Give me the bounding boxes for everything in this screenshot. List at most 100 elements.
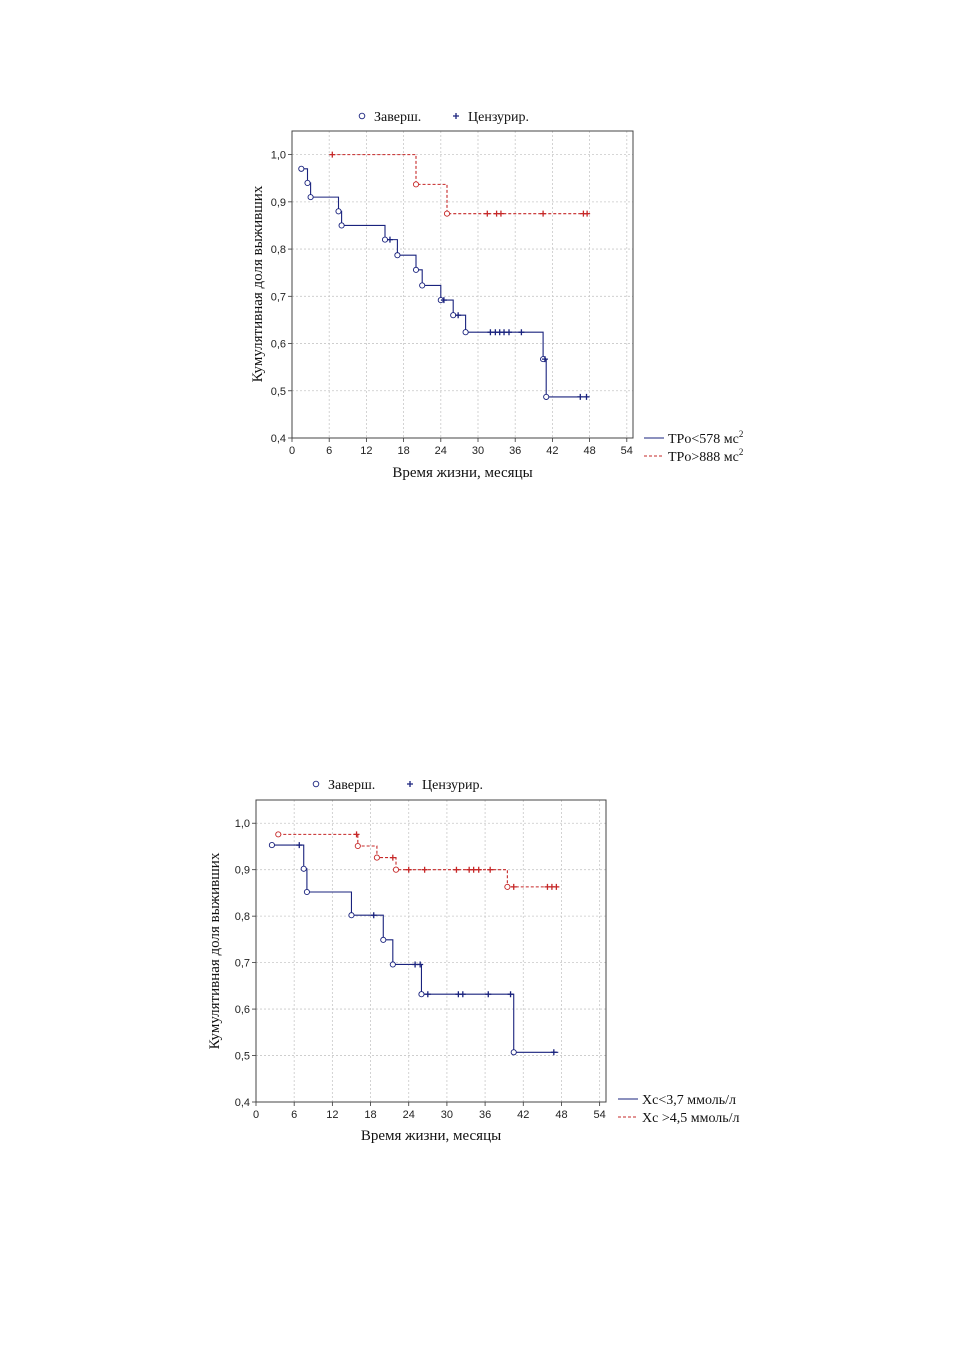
legend-complete-icon bbox=[312, 780, 320, 788]
event-point bbox=[338, 222, 345, 229]
event-point bbox=[303, 888, 310, 896]
legend-label: Xc<3,7 ммоль/л bbox=[642, 1093, 736, 1108]
x-tick-label: 18 bbox=[397, 445, 409, 457]
x-tick-label: 24 bbox=[403, 1109, 415, 1121]
event-point bbox=[268, 842, 275, 849]
censored-point bbox=[510, 883, 517, 890]
censored-point bbox=[353, 831, 360, 838]
chart-1: 0 6 12 18 24 30 36 42 48 54 0,4 0,5 0,6 0,7 0,8 0,9 1,0 T… bbox=[250, 110, 743, 481]
series-1: TPo<578 мс2 bbox=[298, 165, 743, 447]
censored-point bbox=[497, 210, 504, 217]
y-tick-label: 0,7 bbox=[235, 958, 250, 970]
x-tick-label: 42 bbox=[517, 1109, 529, 1121]
censored-point bbox=[417, 961, 424, 968]
censored-point bbox=[584, 210, 591, 217]
y-tick-label: 1,0 bbox=[235, 818, 250, 830]
x-tick-label: 0 bbox=[253, 1109, 259, 1121]
event-point bbox=[348, 912, 355, 919]
censored-point bbox=[518, 329, 525, 336]
censored-point bbox=[487, 866, 494, 873]
x-tick-label: 0 bbox=[289, 445, 295, 457]
x-tick-label: 54 bbox=[621, 445, 633, 457]
censored-point bbox=[389, 854, 396, 861]
survival-curve bbox=[332, 154, 590, 215]
y-tick-label: 0,9 bbox=[271, 197, 286, 209]
x-tick-label: 12 bbox=[326, 1109, 338, 1121]
plot-frame bbox=[255, 799, 607, 1103]
y-tick-label: 1,0 bbox=[271, 150, 286, 162]
censored-point bbox=[386, 236, 393, 243]
event-point bbox=[543, 393, 550, 400]
survival-curve bbox=[271, 844, 559, 1053]
legend-censored-label: Цензурир. bbox=[468, 110, 529, 125]
event-point bbox=[450, 312, 457, 319]
censored-point bbox=[550, 1049, 557, 1056]
event-point bbox=[418, 991, 425, 998]
censored-point bbox=[507, 991, 514, 998]
event-point bbox=[510, 1049, 517, 1056]
event-point bbox=[380, 936, 387, 943]
event-point bbox=[394, 252, 401, 259]
censored-point bbox=[577, 393, 584, 400]
plot-frame bbox=[291, 130, 634, 439]
censored-point bbox=[470, 866, 477, 873]
censored-point bbox=[405, 866, 412, 873]
marker-legend: Заверш. Цензурир. bbox=[358, 110, 529, 125]
censored-point bbox=[484, 210, 491, 217]
legend-complete-icon bbox=[358, 112, 366, 120]
series-1: Xc<3,7 ммоль/л bbox=[268, 842, 736, 1108]
y-axis-label: Кумулятивная доля выживших bbox=[250, 185, 266, 382]
y-tick-label: 0,9 bbox=[235, 865, 250, 877]
event-point bbox=[462, 329, 469, 336]
censored-point bbox=[583, 393, 590, 400]
censored-point bbox=[421, 866, 428, 873]
survival-curve bbox=[278, 833, 559, 888]
x-tick-label: 6 bbox=[291, 1109, 297, 1121]
x-tick-label: 48 bbox=[555, 1109, 567, 1121]
event-point bbox=[373, 854, 380, 861]
y-tick-label: 0,6 bbox=[235, 1004, 250, 1016]
series-2: TPo>888 мс2 bbox=[329, 151, 743, 465]
event-point bbox=[300, 865, 307, 872]
legend-label-text: TPo>888 мс bbox=[668, 450, 739, 465]
event-point bbox=[419, 282, 426, 289]
event-point bbox=[412, 181, 420, 188]
legend-label: TPo>888 мс2 bbox=[668, 447, 743, 465]
censored-point bbox=[455, 312, 462, 319]
y-tick-label: 0,4 bbox=[271, 433, 286, 445]
censored-point bbox=[541, 356, 548, 363]
censored-point bbox=[459, 991, 466, 998]
y-tick-label: 0,8 bbox=[235, 911, 250, 923]
y-tick-label: 0,8 bbox=[271, 244, 286, 256]
x-axis-label: Время жизни, месяцы bbox=[361, 1128, 501, 1144]
legend-censored-label: Цензурир. bbox=[422, 778, 483, 793]
censored-point bbox=[506, 329, 512, 336]
legend-label-text: Xc >4,5 ммоль/л bbox=[642, 1111, 740, 1126]
event-point bbox=[504, 883, 511, 890]
x-tick-label: 30 bbox=[472, 445, 484, 457]
censored-point bbox=[329, 151, 336, 158]
y-tick-label: 0,5 bbox=[235, 1051, 250, 1063]
series-2: Xc >4,5 ммоль/л bbox=[275, 831, 740, 1126]
y-tick-label: 0,5 bbox=[271, 386, 286, 398]
legend-label-text: Xc<3,7 ммоль/л bbox=[642, 1093, 736, 1108]
legend-label-text: TPo<578 мс bbox=[668, 432, 739, 447]
legend-censored-icon bbox=[453, 113, 459, 119]
legend-complete-label: Заверш. bbox=[328, 778, 375, 793]
event-point bbox=[443, 210, 451, 217]
legend-label-superscript: 2 bbox=[739, 447, 744, 457]
event-point bbox=[335, 208, 342, 215]
censored-point bbox=[440, 297, 447, 304]
legend-label: TPo<578 мс2 bbox=[668, 429, 743, 447]
chart-2: 0 6 12 18 24 30 36 42 48 54 0,4 0,5 0,6 0,7 0,8 0,9 1,0 X… bbox=[207, 778, 740, 1144]
x-tick-label: 30 bbox=[441, 1109, 453, 1121]
x-tick-label: 42 bbox=[546, 445, 558, 457]
event-point bbox=[298, 165, 305, 172]
censored-point bbox=[485, 991, 492, 998]
event-point bbox=[389, 961, 396, 968]
censored-point bbox=[475, 866, 482, 873]
legend-censored-icon bbox=[407, 781, 413, 787]
event-point bbox=[392, 866, 400, 873]
x-tick-label: 36 bbox=[509, 445, 521, 457]
event-point bbox=[307, 194, 314, 201]
